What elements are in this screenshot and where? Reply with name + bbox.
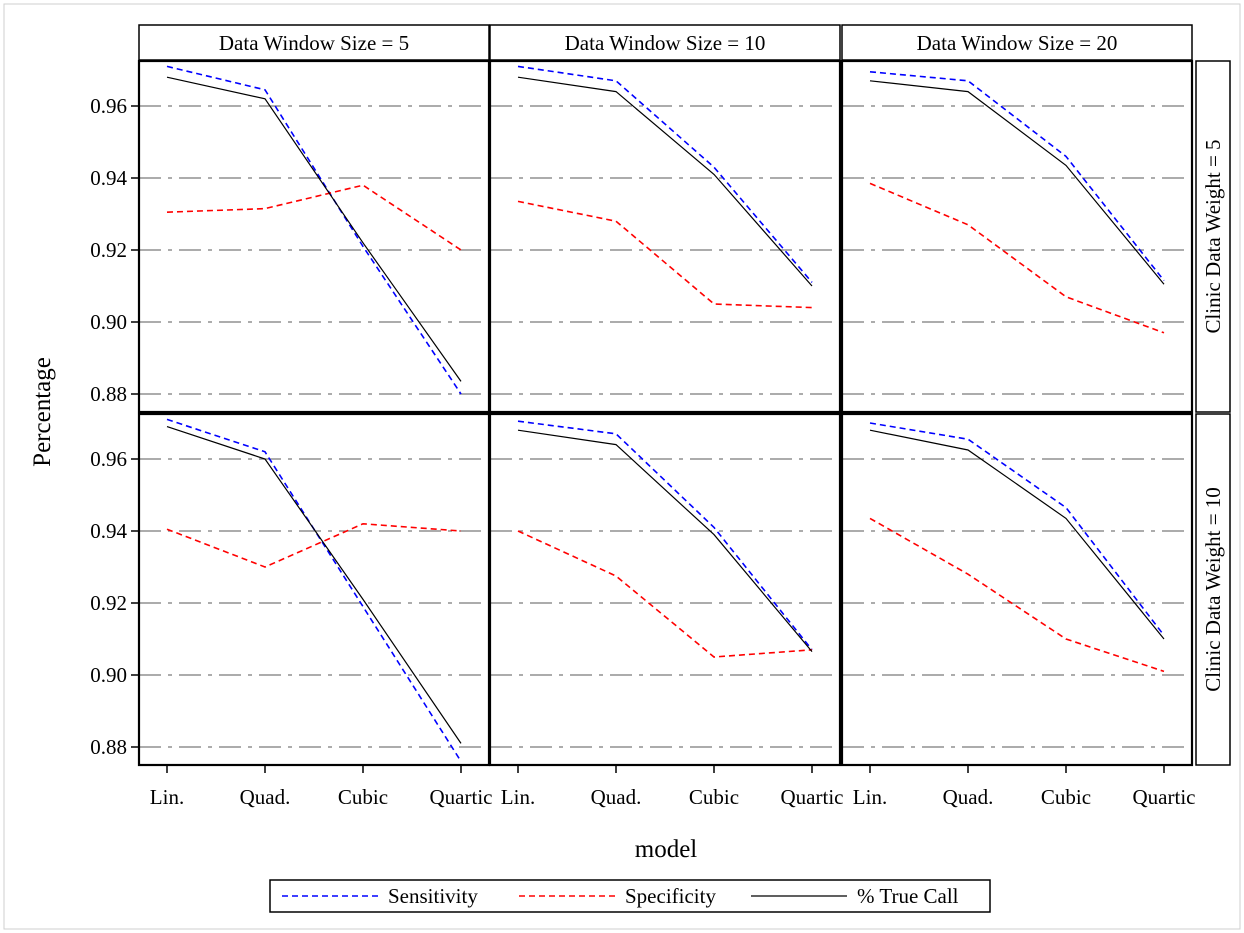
x-tick-label: Cubic [338,785,388,809]
legend-entry-true-call: % True Call [751,884,959,908]
x-tick-label: Quad. [240,785,291,809]
panel-frame [840,59,1194,414]
panel-r1-c0 [137,412,491,767]
panel-grid [137,59,1194,767]
y-tick-label: 0.90 [90,310,127,334]
panel-r0-c0 [137,59,491,414]
row-header-box [1195,60,1231,413]
y-tick-label: 0.88 [90,382,127,406]
legend-label: % True Call [857,884,959,908]
x-tick-label: Quad. [591,785,642,809]
legend-entry-sensitivity: Sensitivity [282,884,478,908]
legend-box [269,879,991,913]
row-header-box [1195,413,1231,766]
legend-label: Sensitivity [388,884,478,908]
legend-label: Specificity [625,884,716,908]
series-line-specificity [166,522,462,568]
outer-border [3,3,1241,930]
x-tick-label: Cubic [689,785,739,809]
x-tick-label: Cubic [1041,785,1091,809]
x-tick-label: Lin. [150,785,184,809]
x-tick-label: Quartic [1133,785,1196,809]
series-line-sensitivity [869,71,1165,282]
y-tick-label: 0.92 [90,591,127,615]
series-line-specificity [869,517,1165,673]
column-header-box [138,24,490,61]
series-line-sensitivity [166,65,462,395]
series-line-true-call [869,429,1165,640]
series-line-specificity [517,530,813,658]
series-line-sensitivity [517,65,813,283]
series-line-sensitivity [166,418,462,762]
series-line-true-call [166,76,462,382]
y-tick-label: 0.92 [90,238,127,262]
y-axis: 0.88 0.90 0.92 0.94 0.96 0.88 0.90 0.92 0.94 0.96 [90,94,139,759]
panel-frame [488,59,842,414]
y-tick-label: 0.94 [90,166,127,190]
x-tick-label: Quartic [781,785,844,809]
row-header-label: Clinic Data Weight = 5 [1201,139,1225,333]
y-axis-title: Percentage [29,357,56,467]
series-line-specificity [869,182,1165,334]
row-header-label: Clinic Data Weight = 10 [1201,487,1225,692]
panel-frame [137,412,491,767]
y-tick-label: 0.88 [90,735,127,759]
series-line-true-call [517,429,813,652]
legend-entry-specificity: Specificity [519,884,716,908]
y-tick-label: 0.96 [90,94,127,118]
x-tick-label: Lin. [501,785,535,809]
panel-headers: Data Window Size = 5 Data Window Size = 1… [138,24,1231,766]
legend: Sensitivity Specificity % True Call [269,879,991,913]
panel-frame [488,412,842,767]
series-line-sensitivity [517,420,813,651]
x-tick-label: Quad. [943,785,994,809]
column-header-box [489,24,841,61]
panel-r1-c1 [488,412,842,767]
panel-r0-c1 [488,59,842,414]
y-tick-label: 0.94 [90,519,127,543]
panel-frame [840,412,1194,767]
x-axis-title: model [635,836,698,863]
series-line-specificity [517,200,813,309]
x-axis: Lin. Quad. Cubic Quartic Lin. Quad. Cubic Quart… [150,765,1196,809]
y-tick-label: 0.96 [90,447,127,471]
y-tick-label: 0.90 [90,663,127,687]
x-tick-label: Quartic [430,785,493,809]
x-tick-label: Lin. [853,785,887,809]
panel-r0-c2 [840,59,1194,414]
panel-frame [137,59,491,414]
series-line-true-call [869,80,1165,285]
column-header-label: Data Window Size = 10 [565,31,766,55]
series-line-true-call [517,76,813,287]
series-line-true-call [166,426,462,744]
column-header-label: Data Window Size = 20 [917,31,1118,55]
column-header-label: Data Window Size = 5 [219,31,409,55]
series-line-specificity [166,184,462,251]
panel-r1-c2 [840,412,1194,767]
column-header-box [841,24,1193,61]
